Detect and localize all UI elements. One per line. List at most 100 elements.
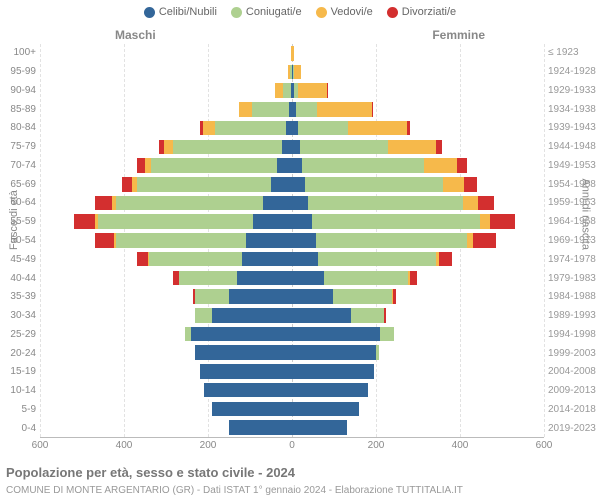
female-bar	[292, 400, 544, 419]
male-bar	[40, 81, 292, 100]
pyramid-row	[40, 362, 544, 381]
segment-married	[312, 214, 480, 229]
left-header: Maschi	[115, 28, 156, 42]
female-bar	[292, 175, 544, 194]
segment-married	[116, 196, 263, 211]
segment-married	[98, 214, 253, 229]
pyramid-row	[40, 269, 544, 288]
male-bar	[40, 44, 292, 63]
male-bar	[40, 400, 292, 419]
age-tick: 90-94	[0, 85, 36, 96]
birth-year-tick: 2014-2018	[548, 404, 600, 415]
female-bar	[292, 362, 544, 381]
x-tick: 400	[452, 440, 469, 451]
legend-item: Coniugati/e	[231, 6, 302, 18]
segment-divorced	[95, 233, 114, 248]
segment-widowed	[292, 46, 294, 61]
segment-divorced	[464, 177, 477, 192]
female-bar	[292, 343, 544, 362]
pyramid-row	[40, 138, 544, 157]
segment-married	[296, 102, 317, 117]
birth-year-tick: 1999-2003	[548, 348, 600, 359]
segment-married	[215, 121, 286, 136]
pyramid-row	[40, 44, 544, 63]
segment-single	[282, 140, 292, 155]
segment-married	[283, 83, 291, 98]
chart-title: Popolazione per età, sesso e stato civil…	[6, 465, 295, 480]
age-tick: 40-44	[0, 273, 36, 284]
segment-married	[376, 345, 379, 360]
x-tick: 200	[368, 440, 385, 451]
segment-single	[246, 233, 292, 248]
birth-year-tick: 1939-1943	[548, 122, 600, 133]
segment-single	[237, 271, 292, 286]
pyramid-row	[40, 81, 544, 100]
pyramid-row	[40, 381, 544, 400]
male-bar	[40, 231, 292, 250]
age-tick: 35-39	[0, 291, 36, 302]
male-bar	[40, 175, 292, 194]
birth-year-tick: 1949-1953	[548, 160, 600, 171]
legend-swatch	[231, 7, 242, 18]
male-bar	[40, 138, 292, 157]
segment-widowed	[424, 158, 458, 173]
segment-divorced	[407, 121, 410, 136]
female-bar	[292, 44, 544, 63]
segment-single	[191, 327, 292, 342]
segment-married	[318, 252, 436, 267]
segment-divorced	[473, 233, 496, 248]
female-bar	[292, 81, 544, 100]
x-tick: 400	[116, 440, 133, 451]
birth-year-tick: 2019-2023	[548, 423, 600, 434]
segment-married	[179, 271, 238, 286]
segment-single	[292, 308, 351, 323]
male-bar	[40, 381, 292, 400]
segment-widowed	[388, 140, 436, 155]
age-tick: 50-54	[0, 235, 36, 246]
segment-divorced	[439, 252, 452, 267]
segment-single	[200, 364, 292, 379]
segment-single	[292, 140, 300, 155]
segment-single	[229, 289, 292, 304]
pyramid-row	[40, 418, 544, 437]
male-bar	[40, 119, 292, 138]
pyramid-row	[40, 325, 544, 344]
right-header: Femmine	[432, 28, 485, 42]
pyramid-row	[40, 306, 544, 325]
legend-swatch	[387, 7, 398, 18]
female-bar	[292, 194, 544, 213]
pyramid-row	[40, 400, 544, 419]
segment-married	[305, 177, 444, 192]
age-tick: 65-69	[0, 179, 36, 190]
male-bar	[40, 63, 292, 82]
pyramid-row	[40, 212, 544, 231]
male-bar	[40, 287, 292, 306]
age-tick: 30-34	[0, 310, 36, 321]
segment-widowed	[480, 214, 490, 229]
age-tick: 25-29	[0, 329, 36, 340]
segment-widowed	[467, 233, 474, 248]
segment-single	[292, 271, 324, 286]
age-tick: 85-89	[0, 104, 36, 115]
segment-single	[229, 420, 292, 435]
male-bar	[40, 194, 292, 213]
birth-year-tick: 1994-1998	[548, 329, 600, 340]
age-tick: 45-49	[0, 254, 36, 265]
birth-year-tick: 1954-1958	[548, 179, 600, 190]
x-tick: 600	[536, 440, 553, 451]
segment-married	[308, 196, 463, 211]
segment-single	[212, 402, 292, 417]
segment-married	[195, 308, 212, 323]
segment-widowed	[348, 121, 407, 136]
segment-single	[292, 252, 318, 267]
female-bar	[292, 231, 544, 250]
male-bar	[40, 100, 292, 119]
segment-widowed	[275, 83, 283, 98]
segment-divorced	[372, 102, 374, 117]
pyramid-row	[40, 231, 544, 250]
segment-married	[151, 158, 277, 173]
pyramid-row	[40, 156, 544, 175]
age-tick: 70-74	[0, 160, 36, 171]
segment-single	[242, 252, 292, 267]
x-axis: 6004002000200400600	[40, 440, 544, 456]
